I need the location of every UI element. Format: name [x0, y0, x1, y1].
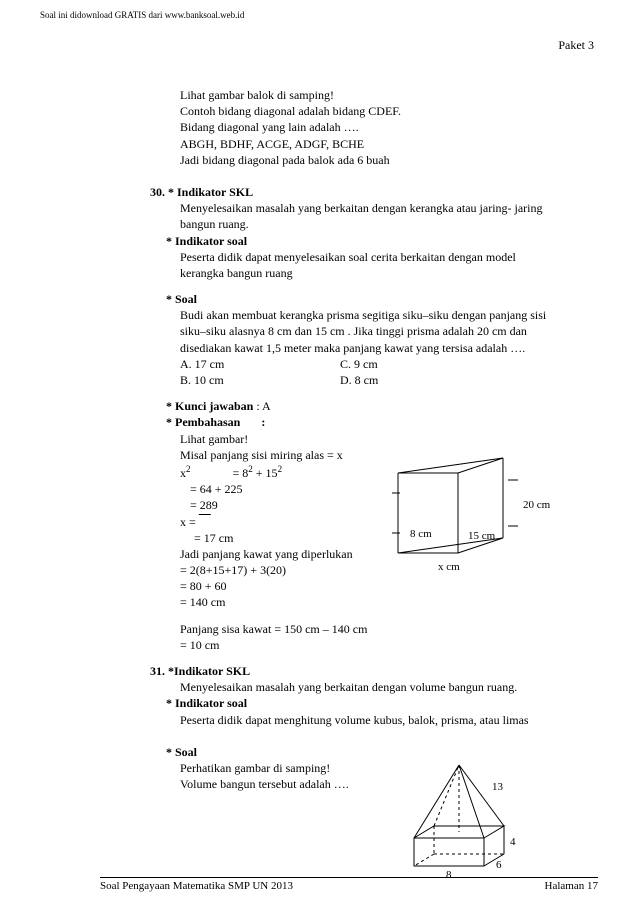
q30-choice-c: C. 9 cm — [340, 356, 378, 372]
packet-label: Paket 3 — [40, 38, 598, 53]
q30-b11: = 140 cm — [180, 594, 598, 610]
q30-choices: A. 17 cm C. 9 cm B. 10 cm D. 8 cm — [180, 356, 598, 388]
credit-line: Soal ini didownload GRATIS dari www.bank… — [40, 10, 598, 20]
intro-l1: Lihat gambar balok di samping! — [180, 87, 598, 103]
q30-kunci-val: : A — [256, 399, 270, 413]
intro-l3: Bidang diagonal yang lain adalah …. — [180, 119, 598, 135]
page: Soal ini didownload GRATIS dari www.bank… — [0, 0, 638, 902]
q30-b3-plus15: + 15 — [253, 466, 278, 480]
q31-header: 31. *Indikator SKL — [150, 663, 598, 679]
intro-l2: Contoh bidang diagonal adalah bidang CDE… — [180, 103, 598, 119]
prism-diagram: 8 cm 15 cm 20 cm x cm — [368, 438, 558, 578]
q30-choice-d: D. 8 cm — [340, 372, 378, 388]
q30-soal-l2: siku–siku alasnya 8 cm dan 15 cm . Jika … — [180, 323, 598, 339]
q30-skl-text2: bangun ruang. — [180, 216, 598, 232]
q31-skl-text: Menyelesaikan masalah yang berkaitan den… — [180, 679, 598, 695]
q30-b10: = 80 + 60 — [180, 578, 598, 594]
q30-b3-sup3: 2 — [278, 464, 283, 474]
q30-kunci-row: * Kunci jawaban : A — [166, 398, 598, 414]
q30-choice-a: A. 17 cm — [180, 356, 340, 372]
prism-label-15: 15 cm — [468, 530, 496, 542]
q30-bahas-label: * Pembahasan — [166, 415, 240, 429]
prism-label-x: x cm — [438, 561, 460, 573]
q31-skl-title: *Indikator SKL — [168, 664, 250, 678]
q30-number: 30. — [150, 185, 165, 199]
intro-block: Lihat gambar balok di samping! Contoh bi… — [180, 87, 598, 168]
pyr-label-4: 4 — [510, 836, 516, 848]
q30-ind-text1: Peserta didik dapat menyelesaikan soal c… — [180, 249, 598, 265]
q31-ind-title: * Indikator soal — [166, 695, 598, 711]
prism-label-20: 20 cm — [523, 499, 551, 511]
pyr-label-6: 6 — [496, 859, 502, 871]
q30-ind-title: * Indikator soal — [166, 233, 598, 249]
q31-soal-title: * Soal — [166, 744, 598, 760]
q30-b13: = 10 cm — [180, 637, 598, 653]
q30-bahas-row: * Pembahasan : — [166, 414, 598, 430]
intro-l5: Jadi bidang diagonal pada balok ada 6 bu… — [180, 152, 598, 168]
intro-l4: ABGH, BDHF, ACGE, ADGF, BCHE — [180, 136, 598, 152]
q30-header: 30. * Indikator SKL — [150, 184, 598, 200]
footer-right: Halaman 17 — [545, 880, 598, 892]
q30-b3-sup1: 2 — [186, 464, 191, 474]
q30-skl-title: * Indikator SKL — [168, 185, 253, 199]
prism-label-8: 8 cm — [410, 528, 432, 540]
footer: Soal Pengayaan Matematika SMP UN 2013 Ha… — [100, 877, 598, 892]
q30-soal-title: * Soal — [166, 291, 598, 307]
q30-b3-eq8: = 8 — [233, 466, 249, 480]
q30-skl-text1: Menyelesaikan masalah yang berkaitan den… — [180, 200, 598, 216]
q31-number: 31. — [150, 664, 165, 678]
q30-ind-text2: kerangka bangun ruang — [180, 265, 598, 281]
q30-kunci-label: * Kunci jawaban — [166, 399, 253, 413]
q31-ind-text: Peserta didik dapat menghitung volume ku… — [180, 712, 598, 728]
q30-bahas-sep: : — [261, 415, 265, 429]
q30-soal-l1: Budi akan membuat kerangka prisma segiti… — [180, 307, 598, 323]
q30-soal-l3: disediakan kawat 1,5 meter maka panjang … — [180, 340, 598, 356]
q30-b12: Panjang sisa kawat = 150 cm – 140 cm — [180, 621, 598, 637]
pyr-label-13: 13 — [492, 781, 504, 793]
q30-choice-b: B. 10 cm — [180, 372, 340, 388]
pyramid-diagram: 13 4 6 8 — [394, 760, 544, 880]
footer-left: Soal Pengayaan Matematika SMP UN 2013 — [100, 880, 293, 892]
